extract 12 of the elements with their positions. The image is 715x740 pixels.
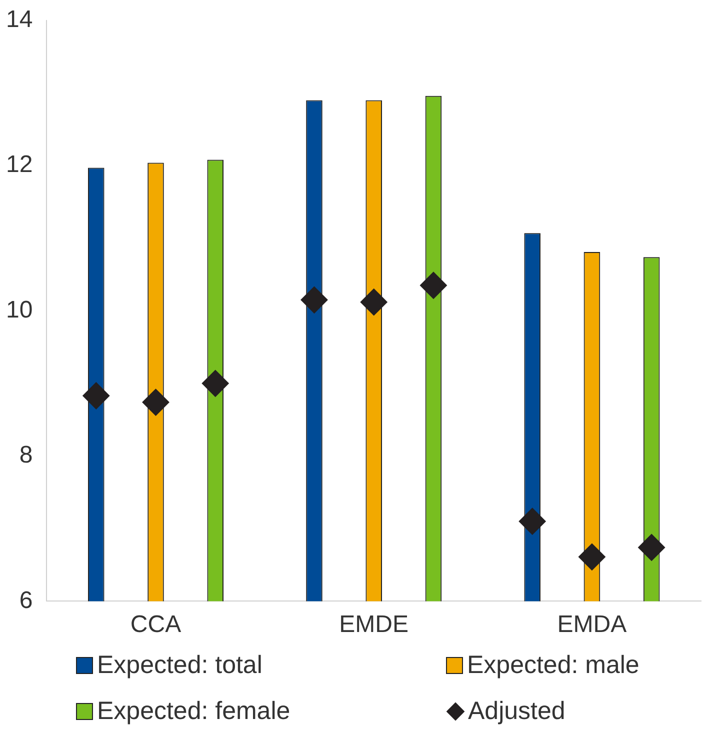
y-tick-label: 8 bbox=[19, 442, 33, 469]
x-tick-label: EMDA bbox=[557, 611, 627, 638]
legend-label: Expected: female bbox=[97, 696, 290, 726]
x-tick-label: CCA bbox=[130, 611, 182, 638]
legend-label: Expected: male bbox=[467, 650, 640, 680]
y-tick-label: 6 bbox=[19, 586, 33, 614]
y-tick-label: 12 bbox=[6, 151, 33, 178]
x-tick-label: EMDE bbox=[339, 611, 409, 638]
y-tick-label: 14 bbox=[6, 6, 33, 34]
y-tick-label: 10 bbox=[6, 296, 33, 324]
legend-label: Expected: total bbox=[97, 650, 262, 680]
legend-label: Adjusted bbox=[468, 696, 566, 726]
